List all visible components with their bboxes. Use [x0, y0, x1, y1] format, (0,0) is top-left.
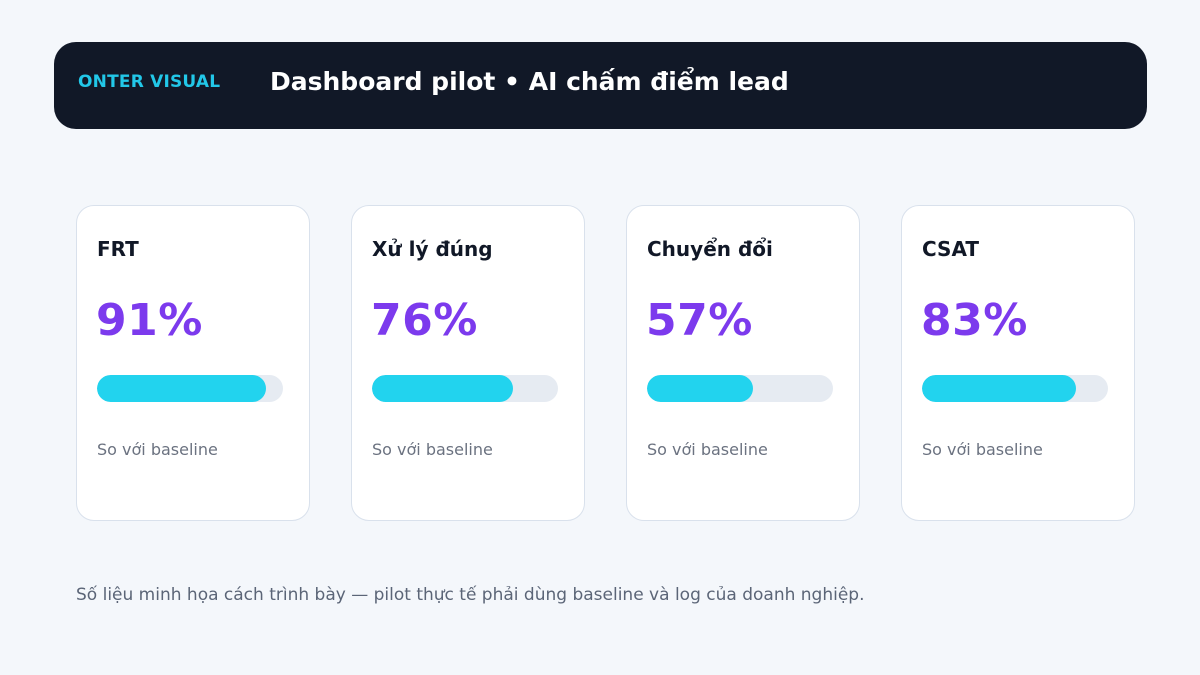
metric-cards: FRT 91% So với baseline Xử lý đúng 76% S…	[76, 205, 1136, 521]
metric-value: 91%	[96, 295, 203, 346]
metric-subtitle: So với baseline	[647, 440, 768, 459]
header-bar: ONTER VISUAL Dashboard pilot • AI chấm đ…	[54, 42, 1147, 129]
metric-subtitle: So với baseline	[372, 440, 493, 459]
metric-card-csat: CSAT 83% So với baseline	[901, 205, 1135, 521]
progress-bar	[922, 375, 1108, 402]
progress-bar	[372, 375, 558, 402]
metric-card-xu-ly-dung: Xử lý đúng 76% So với baseline	[351, 205, 585, 521]
metric-value: 83%	[921, 295, 1028, 346]
metric-label: CSAT	[922, 237, 980, 261]
progress-bar	[97, 375, 283, 402]
progress-fill	[922, 375, 1077, 402]
footnote: Số liệu minh họa cách trình bày — pilot …	[76, 585, 865, 605]
metric-card-chuyen-doi: Chuyển đổi 57% So với baseline	[626, 205, 860, 521]
metric-subtitle: So với baseline	[922, 440, 1043, 459]
progress-fill	[97, 375, 267, 402]
metric-subtitle: So với baseline	[97, 440, 218, 459]
metric-label: Chuyển đổi	[647, 237, 773, 261]
metric-label: Xử lý đúng	[372, 237, 493, 261]
brand-logo-text: ONTER VISUAL	[78, 72, 221, 92]
progress-bar	[647, 375, 833, 402]
metric-card-frt: FRT 91% So với baseline	[76, 205, 310, 521]
metric-value: 76%	[371, 295, 478, 346]
metric-label: FRT	[97, 237, 139, 261]
page-title: Dashboard pilot • AI chấm điểm lead	[270, 67, 789, 96]
progress-fill	[647, 375, 754, 402]
metric-value: 57%	[646, 295, 753, 346]
progress-fill	[372, 375, 514, 402]
